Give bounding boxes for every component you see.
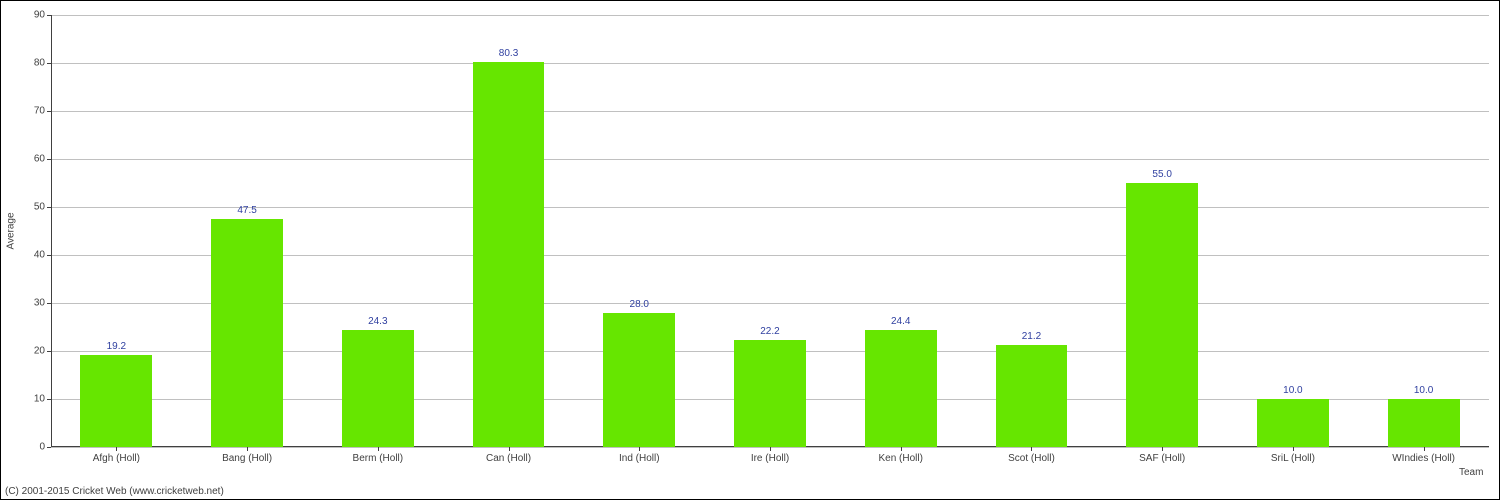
plot-area: 010203040506070809019.2Afgh (Holl)47.5Ba… <box>51 15 1489 447</box>
bar-value-label: 10.0 <box>1257 385 1329 396</box>
y-axis-title: Average <box>6 212 17 249</box>
bar-value-label: 80.3 <box>473 48 545 59</box>
xtick-mark <box>639 447 640 451</box>
bar-value-label: 19.2 <box>80 341 152 352</box>
bar: 24.3 <box>342 330 414 447</box>
ytick-mark <box>47 447 51 448</box>
bar-value-label: 24.4 <box>865 316 937 327</box>
bar: 22.2 <box>734 340 806 447</box>
ytick-label: 80 <box>34 58 45 69</box>
xtick-mark <box>1031 447 1032 451</box>
bar: 21.2 <box>996 345 1068 447</box>
bar-value-label: 22.2 <box>734 326 806 337</box>
xtick-label: Ken (Holl) <box>878 453 922 464</box>
gridline <box>51 111 1489 112</box>
xtick-mark <box>770 447 771 451</box>
gridline <box>51 159 1489 160</box>
ytick-label: 70 <box>34 106 45 117</box>
xtick-mark <box>901 447 902 451</box>
bar-value-label: 21.2 <box>996 331 1068 342</box>
bar: 10.0 <box>1388 399 1460 447</box>
gridline <box>51 15 1489 16</box>
xtick-label: Berm (Holl) <box>353 453 404 464</box>
bar-value-label: 55.0 <box>1126 169 1198 180</box>
bar-value-label: 24.3 <box>342 316 414 327</box>
xtick-label: SriL (Holl) <box>1271 453 1315 464</box>
ytick-label: 60 <box>34 154 45 165</box>
xtick-mark <box>378 447 379 451</box>
bar-value-label: 47.5 <box>211 205 283 216</box>
xtick-label: Bang (Holl) <box>222 453 272 464</box>
xtick-label: WIndies (Holl) <box>1392 453 1455 464</box>
bar: 19.2 <box>80 355 152 447</box>
xtick-label: Can (Holl) <box>486 453 531 464</box>
xtick-mark <box>509 447 510 451</box>
ytick-label: 90 <box>34 10 45 21</box>
bar: 24.4 <box>865 330 937 447</box>
xtick-label: Scot (Holl) <box>1008 453 1055 464</box>
xtick-mark <box>1424 447 1425 451</box>
y-axis-line <box>51 15 52 447</box>
bar: 47.5 <box>211 219 283 447</box>
bar-value-label: 10.0 <box>1388 385 1460 396</box>
gridline <box>51 63 1489 64</box>
bar: 55.0 <box>1126 183 1198 447</box>
copyright-text: (C) 2001-2015 Cricket Web (www.cricketwe… <box>5 486 224 497</box>
xtick-mark <box>1162 447 1163 451</box>
xtick-label: Afgh (Holl) <box>93 453 140 464</box>
xtick-mark <box>247 447 248 451</box>
ytick-label: 50 <box>34 202 45 213</box>
bar: 10.0 <box>1257 399 1329 447</box>
ytick-label: 40 <box>34 250 45 261</box>
xtick-label: Ind (Holl) <box>619 453 660 464</box>
bar: 80.3 <box>473 62 545 447</box>
bar: 28.0 <box>603 313 675 447</box>
ytick-label: 10 <box>34 394 45 405</box>
chart-container: 0 10 20 30 40 50 60 70 80 90 19.2 Afgh (Holl) 47.5 Ba… <box>0 0 1500 500</box>
bar-value-label: 28.0 <box>603 299 675 310</box>
ytick-label: 20 <box>34 346 45 357</box>
x-axis-title: Team <box>1459 467 1483 478</box>
xtick-label: SAF (Holl) <box>1139 453 1185 464</box>
ytick-label: 0 <box>39 442 45 453</box>
xtick-mark <box>116 447 117 451</box>
xtick-mark <box>1293 447 1294 451</box>
ytick-label: 30 <box>34 298 45 309</box>
xtick-label: Ire (Holl) <box>751 453 789 464</box>
